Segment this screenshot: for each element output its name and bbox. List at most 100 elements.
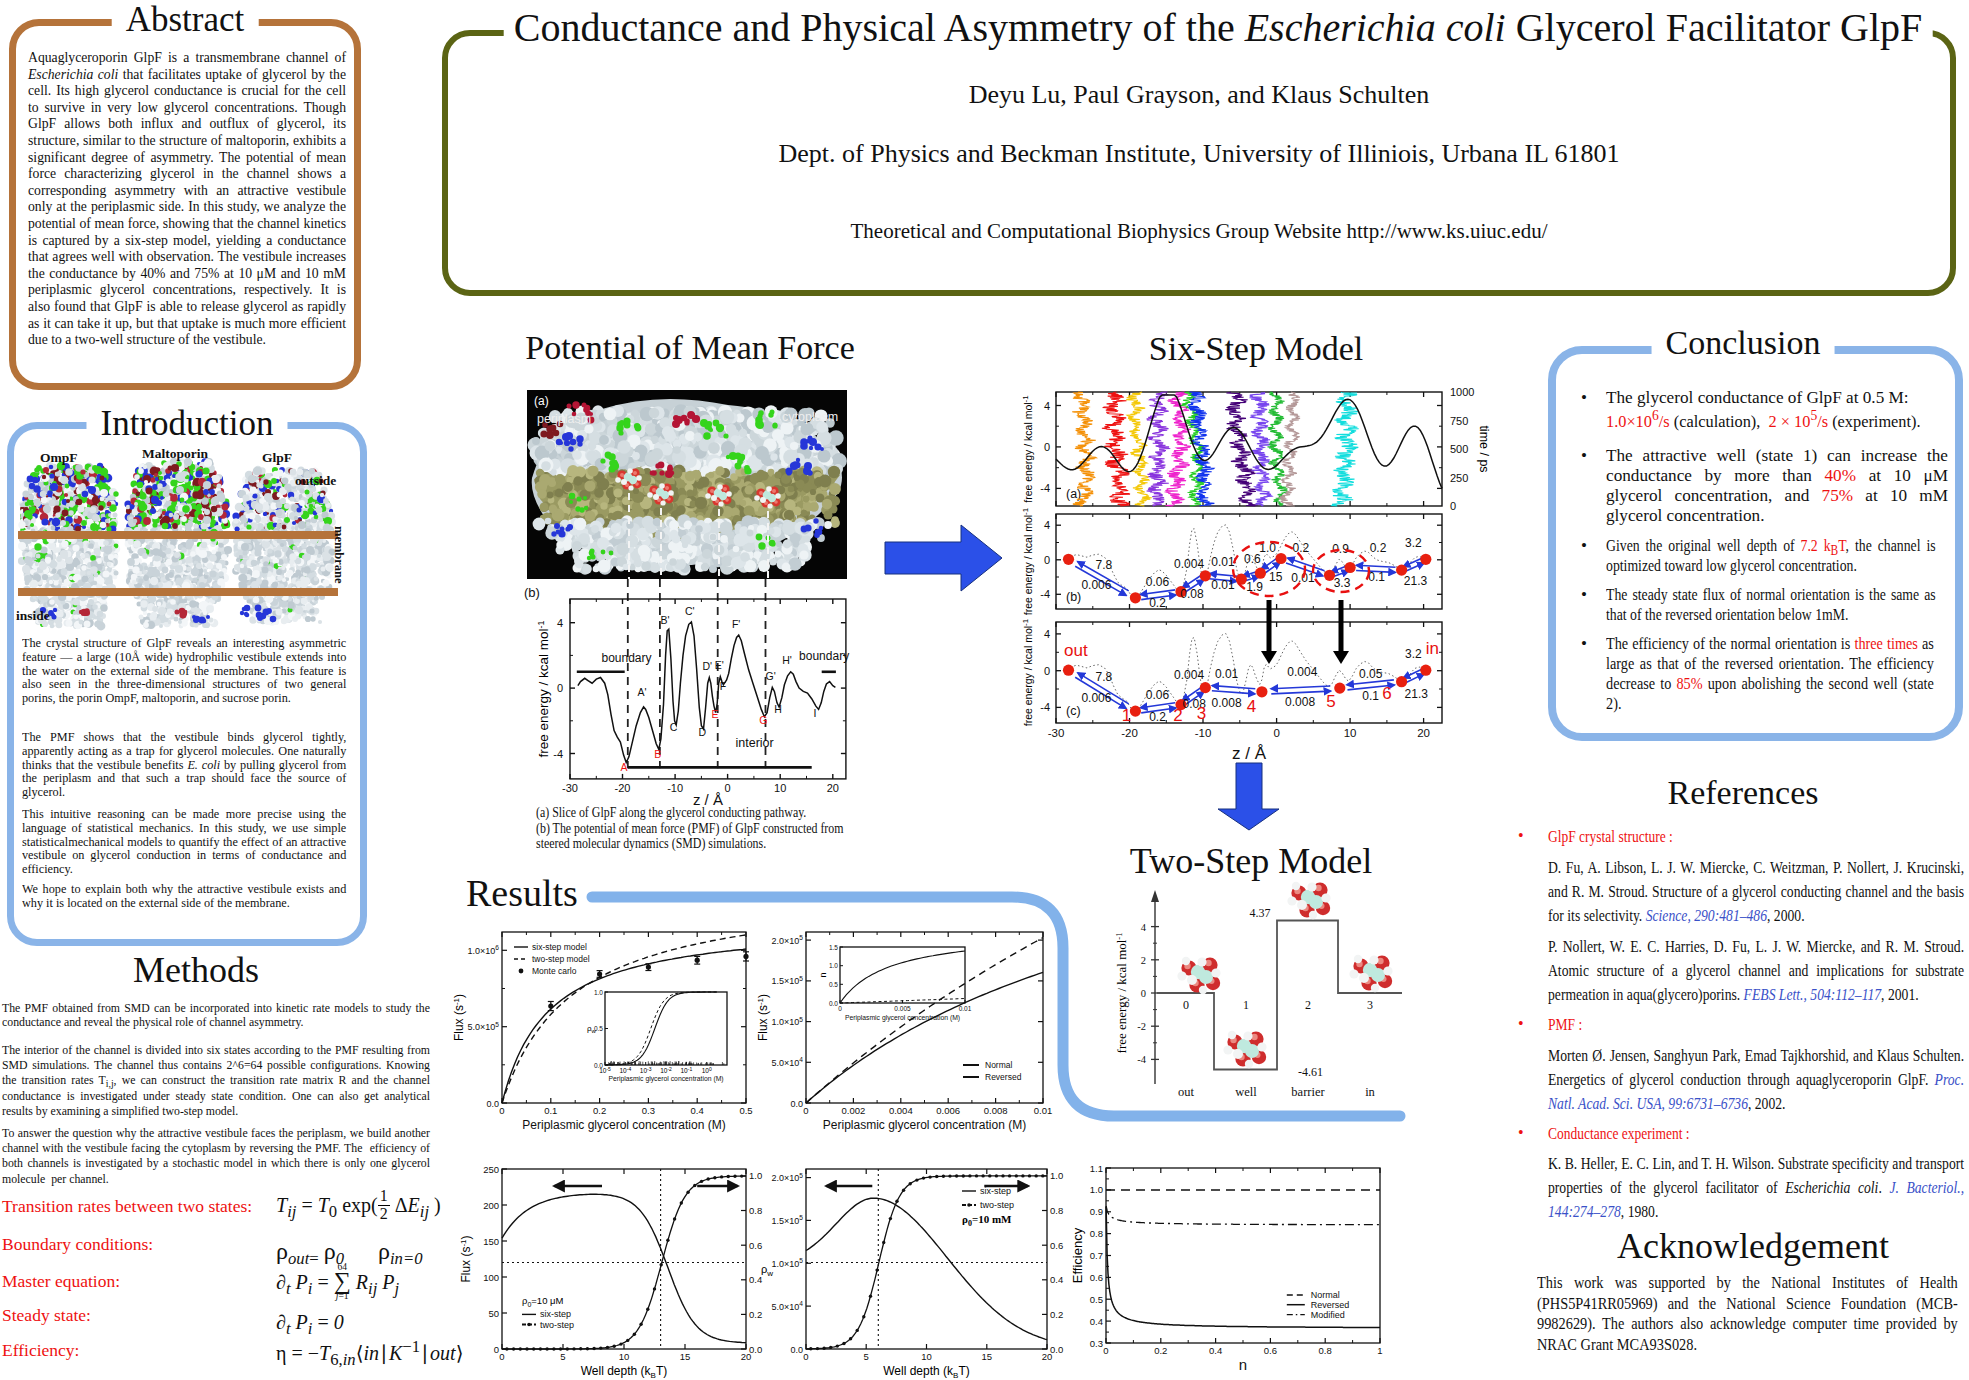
svg-text:0.7: 0.7 bbox=[1090, 1250, 1103, 1261]
svg-text:2.0×105: 2.0×105 bbox=[772, 934, 804, 946]
svg-text:0.004: 0.004 bbox=[889, 1105, 913, 1116]
svg-text:0: 0 bbox=[499, 1105, 504, 1116]
svg-text:0.006: 0.006 bbox=[936, 1105, 960, 1116]
svg-text:1.0×105: 1.0×105 bbox=[772, 1016, 804, 1028]
svg-text:1.0: 1.0 bbox=[1050, 1170, 1063, 1181]
svg-text:Normal: Normal bbox=[985, 1060, 1013, 1070]
svg-text:0.002: 0.002 bbox=[842, 1105, 866, 1116]
svg-text:10: 10 bbox=[921, 1351, 932, 1362]
svg-text:0: 0 bbox=[499, 1351, 504, 1362]
svg-text:n: n bbox=[818, 972, 828, 977]
svg-text:Well depth (kBT): Well depth (kBT) bbox=[883, 1364, 969, 1380]
svg-text:100: 100 bbox=[702, 1066, 712, 1074]
svg-text:0.5: 0.5 bbox=[739, 1105, 752, 1116]
svg-text:250: 250 bbox=[483, 1164, 499, 1175]
svg-text:1.5×105: 1.5×105 bbox=[772, 1214, 804, 1226]
svg-text:200: 200 bbox=[483, 1200, 499, 1211]
svg-text:two-step: two-step bbox=[540, 1320, 574, 1330]
svg-text:0.8: 0.8 bbox=[1050, 1205, 1063, 1216]
svg-text:1: 1 bbox=[1377, 1345, 1382, 1356]
svg-text:six-step: six-step bbox=[540, 1309, 571, 1319]
svg-text:10-4: 10-4 bbox=[619, 1066, 631, 1074]
svg-text:10: 10 bbox=[619, 1351, 630, 1362]
svg-text:5: 5 bbox=[560, 1351, 565, 1362]
svg-text:1.0: 1.0 bbox=[1090, 1184, 1103, 1195]
svg-text:Reversed: Reversed bbox=[1311, 1300, 1350, 1310]
svg-text:0.2: 0.2 bbox=[593, 1105, 606, 1116]
svg-text:0.5: 0.5 bbox=[1090, 1294, 1103, 1305]
svg-text:5.0×105: 5.0×105 bbox=[468, 1021, 500, 1033]
svg-text:n: n bbox=[1239, 1356, 1247, 1373]
svg-text:ρ0=10 mM: ρ0=10 mM bbox=[962, 1213, 1012, 1228]
svg-text:Periplasmic glycerol concentra: Periplasmic glycerol concentration (M) bbox=[823, 1118, 1026, 1132]
svg-text:0.2: 0.2 bbox=[1154, 1345, 1167, 1356]
svg-text:10-2: 10-2 bbox=[660, 1066, 672, 1074]
svg-text:0.6: 0.6 bbox=[1050, 1240, 1063, 1251]
svg-text:Flux (s-1): Flux (s-1) bbox=[459, 1235, 473, 1282]
svg-text:0: 0 bbox=[838, 1005, 842, 1012]
svg-text:50: 50 bbox=[488, 1308, 499, 1319]
svg-text:0.6: 0.6 bbox=[1264, 1345, 1277, 1356]
svg-text:150: 150 bbox=[483, 1236, 499, 1247]
svg-text:ρ0=10 μM: ρ0=10 μM bbox=[522, 1295, 564, 1308]
svg-text:10-1: 10-1 bbox=[680, 1066, 692, 1074]
svg-text:0.4: 0.4 bbox=[1209, 1345, 1222, 1356]
svg-text:Monte carlo: Monte carlo bbox=[532, 966, 577, 976]
svg-text:2.0×105: 2.0×105 bbox=[772, 1172, 804, 1184]
svg-text:0.6: 0.6 bbox=[1090, 1272, 1103, 1283]
svg-text:5: 5 bbox=[864, 1351, 869, 1362]
svg-text:10-3: 10-3 bbox=[640, 1066, 652, 1074]
svg-text:0.9: 0.9 bbox=[1090, 1206, 1103, 1217]
svg-text:0.0: 0.0 bbox=[790, 1099, 803, 1109]
svg-text:1.5: 1.5 bbox=[829, 944, 838, 951]
svg-text:0.2: 0.2 bbox=[1050, 1309, 1063, 1320]
svg-text:Efficiency: Efficiency bbox=[1070, 1227, 1085, 1283]
svg-text:0.8: 0.8 bbox=[1319, 1345, 1332, 1356]
svg-text:5.0×104: 5.0×104 bbox=[772, 1300, 804, 1312]
svg-text:5.0×104: 5.0×104 bbox=[772, 1056, 804, 1068]
svg-text:0.3: 0.3 bbox=[642, 1105, 655, 1116]
svg-text:Reversed: Reversed bbox=[985, 1072, 1022, 1082]
svg-text:0.0: 0.0 bbox=[829, 1000, 838, 1007]
svg-text:0: 0 bbox=[494, 1344, 499, 1355]
svg-text:1.0: 1.0 bbox=[829, 962, 838, 969]
svg-text:0: 0 bbox=[803, 1105, 808, 1116]
svg-text:Well depth (kBT): Well depth (kBT) bbox=[581, 1364, 667, 1380]
svg-text:0.4: 0.4 bbox=[1050, 1274, 1063, 1285]
svg-text:Modified: Modified bbox=[1311, 1310, 1345, 1320]
svg-text:Flux (s-1): Flux (s-1) bbox=[452, 994, 466, 1041]
svg-text:0.0: 0.0 bbox=[790, 1345, 803, 1355]
svg-text:0: 0 bbox=[1103, 1345, 1108, 1356]
svg-text:0.0: 0.0 bbox=[486, 1099, 499, 1109]
svg-text:1.1: 1.1 bbox=[1090, 1163, 1103, 1174]
svg-text:two-step: two-step bbox=[980, 1200, 1014, 1210]
svg-text:1.5×105: 1.5×105 bbox=[772, 975, 804, 987]
svg-text:0.01: 0.01 bbox=[1034, 1105, 1053, 1116]
svg-text:0.1: 0.1 bbox=[544, 1105, 557, 1116]
svg-text:0.4: 0.4 bbox=[1090, 1316, 1103, 1327]
svg-text:Periplasmic glycerol concentra: Periplasmic glycerol concentration (M) bbox=[608, 1075, 723, 1083]
svg-text:six-step: six-step bbox=[980, 1186, 1011, 1196]
svg-text:15: 15 bbox=[982, 1351, 993, 1362]
svg-text:0.4: 0.4 bbox=[691, 1105, 704, 1116]
svg-text:Periplasmic glycerol concentra: Periplasmic glycerol concentration (M) bbox=[522, 1118, 725, 1132]
svg-text:0.008: 0.008 bbox=[984, 1105, 1008, 1116]
svg-text:1.0: 1.0 bbox=[594, 989, 603, 996]
svg-text:0.005: 0.005 bbox=[894, 1005, 911, 1012]
svg-text:0.5: 0.5 bbox=[829, 981, 838, 988]
svg-text:Periplasmic glycerol concentra: Periplasmic glycerol concentration (M) bbox=[845, 1014, 960, 1022]
svg-text:two-step model: two-step model bbox=[532, 954, 590, 964]
svg-text:0.3: 0.3 bbox=[1090, 1338, 1103, 1349]
svg-text:1.0×105: 1.0×105 bbox=[772, 1257, 804, 1269]
svg-text:Normal: Normal bbox=[1311, 1290, 1340, 1300]
svg-text:100: 100 bbox=[483, 1272, 499, 1283]
svg-text:0.01: 0.01 bbox=[959, 1005, 972, 1012]
svg-text:1.0×106: 1.0×106 bbox=[468, 944, 500, 956]
svg-text:0: 0 bbox=[803, 1351, 808, 1362]
svg-text:Flux (s-1): Flux (s-1) bbox=[756, 994, 770, 1041]
svg-text:15: 15 bbox=[680, 1351, 691, 1362]
svg-text:0.8: 0.8 bbox=[1090, 1228, 1103, 1239]
svg-text:0.0: 0.0 bbox=[1050, 1344, 1063, 1355]
svg-text:six-step model: six-step model bbox=[532, 942, 587, 952]
svg-text:0.0: 0.0 bbox=[594, 1062, 603, 1069]
